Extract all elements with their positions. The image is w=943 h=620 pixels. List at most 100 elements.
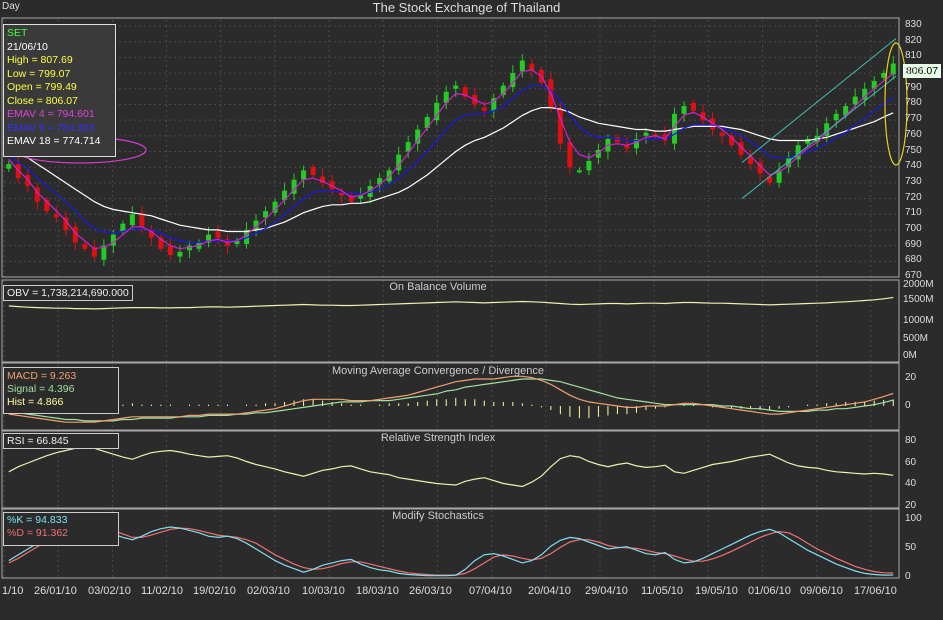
annotations <box>13 38 908 199</box>
d-value: %D = 91.362 <box>7 527 69 539</box>
stoch-d-line <box>8 526 894 576</box>
x-tick-label: 26/03/10 <box>409 585 452 597</box>
price-tick-label: 830 <box>905 19 922 30</box>
obv-panel <box>8 296 894 310</box>
panel-frame-rsi <box>1 430 900 509</box>
candle-body <box>852 96 858 105</box>
price-tick-label: 740 <box>905 160 922 172</box>
macd-box: MACD = 9.263 Signal = 4.396 Hist = 4.866 <box>3 367 119 414</box>
candle-body <box>748 156 754 165</box>
macd-title: Moving Average Convergence / Divergence <box>332 365 544 377</box>
info-emav9: EMAV 9 = 784.303 <box>7 121 95 134</box>
price-tick-label: 780 <box>905 97 922 109</box>
candle-body <box>415 129 421 144</box>
x-tick-label: 10/03/10 <box>302 585 345 597</box>
candle-body <box>719 132 725 136</box>
price-panel <box>6 54 896 267</box>
x-tick-label: 19/02/10 <box>193 585 236 597</box>
candle-body <box>576 170 582 173</box>
candle-body <box>595 149 601 158</box>
candle-body <box>177 251 183 257</box>
candle-body <box>34 187 40 202</box>
candle-body <box>510 73 516 88</box>
stoch-k-line <box>8 525 894 577</box>
grid <box>3 20 898 578</box>
candle-body <box>101 245 107 260</box>
obv-tick-label: 0M <box>903 350 917 361</box>
macd-tick-label: 20 <box>905 372 917 383</box>
obv-tick-label: 500M <box>903 333 929 344</box>
candle-body <box>396 154 402 171</box>
last-price-tag: 806.07 <box>903 64 941 78</box>
candle-body <box>424 116 430 128</box>
candle-body <box>434 102 440 121</box>
candle-body <box>557 109 563 144</box>
channel-upper <box>741 38 897 163</box>
obv-line <box>8 296 894 310</box>
candle-body <box>205 234 211 243</box>
candle-body <box>148 229 154 238</box>
obv-tick-label: 2000M <box>903 279 934 290</box>
candle-body <box>405 142 411 152</box>
price-tick-label: 770 <box>905 113 922 125</box>
info-emav18: EMAV 18 = 774.714 <box>7 135 101 147</box>
candle-body <box>158 237 164 249</box>
candle-body <box>320 176 326 183</box>
candle-body <box>253 220 259 230</box>
candle-body <box>672 113 677 144</box>
candle-body <box>710 118 716 130</box>
stoch-title: Modify Stochastics <box>392 510 484 522</box>
period-label: Day <box>2 1 20 12</box>
candle-body <box>263 211 269 218</box>
info-date: 21/06/10 <box>7 40 48 53</box>
candle-body <box>244 229 250 245</box>
candle-body <box>529 63 535 70</box>
rsi-line <box>8 446 894 488</box>
candle-body <box>519 60 525 72</box>
price-tick-label: 720 <box>905 191 922 203</box>
candle-body <box>757 162 763 174</box>
x-tick-label: 20/04/10 <box>528 585 571 597</box>
info-symbol: SET <box>7 27 28 39</box>
hist-value: Hist = 4.866 <box>7 396 64 408</box>
candle-body <box>795 145 801 160</box>
x-tick-label: 02/03/10 <box>247 585 290 597</box>
candle-body <box>282 190 288 201</box>
candle-body <box>881 73 887 78</box>
candle-body <box>44 200 50 212</box>
candle-body <box>358 195 364 199</box>
candle-body <box>186 245 192 251</box>
macd-panel <box>8 375 894 423</box>
candle-body <box>662 134 668 141</box>
candle-body <box>291 179 297 194</box>
price-tick-label: 750 <box>905 144 922 156</box>
candle-body <box>272 201 278 213</box>
candle-body <box>824 123 830 136</box>
x-tick-label: 18/03/10 <box>356 585 399 597</box>
candle-body <box>481 107 487 111</box>
candle-body <box>139 212 145 227</box>
channel-lower <box>741 75 897 199</box>
candle-body <box>786 157 792 168</box>
candle-body <box>681 106 687 114</box>
rsi-tick-label: 20 <box>905 500 917 511</box>
candle-body <box>843 106 849 116</box>
candle-body <box>301 170 307 180</box>
candle-body <box>643 132 649 136</box>
candle-body <box>805 138 811 144</box>
ema4-line <box>8 69 894 250</box>
candle-body <box>53 214 59 218</box>
candle-body <box>6 164 12 169</box>
k-value: %K = 94.833 <box>7 514 68 526</box>
stoch-tick-label: 0 <box>905 571 911 582</box>
price-tick-label: 790 <box>905 81 922 93</box>
ema9-line <box>8 85 894 244</box>
rsi-tick-label: 80 <box>905 435 917 446</box>
price-tick-label: 700 <box>905 222 922 234</box>
candle-body <box>367 186 373 197</box>
candle-body <box>862 88 868 100</box>
candle-body <box>738 142 744 155</box>
x-tick-label: 19/05/10 <box>695 585 738 597</box>
candle-body <box>167 245 173 256</box>
